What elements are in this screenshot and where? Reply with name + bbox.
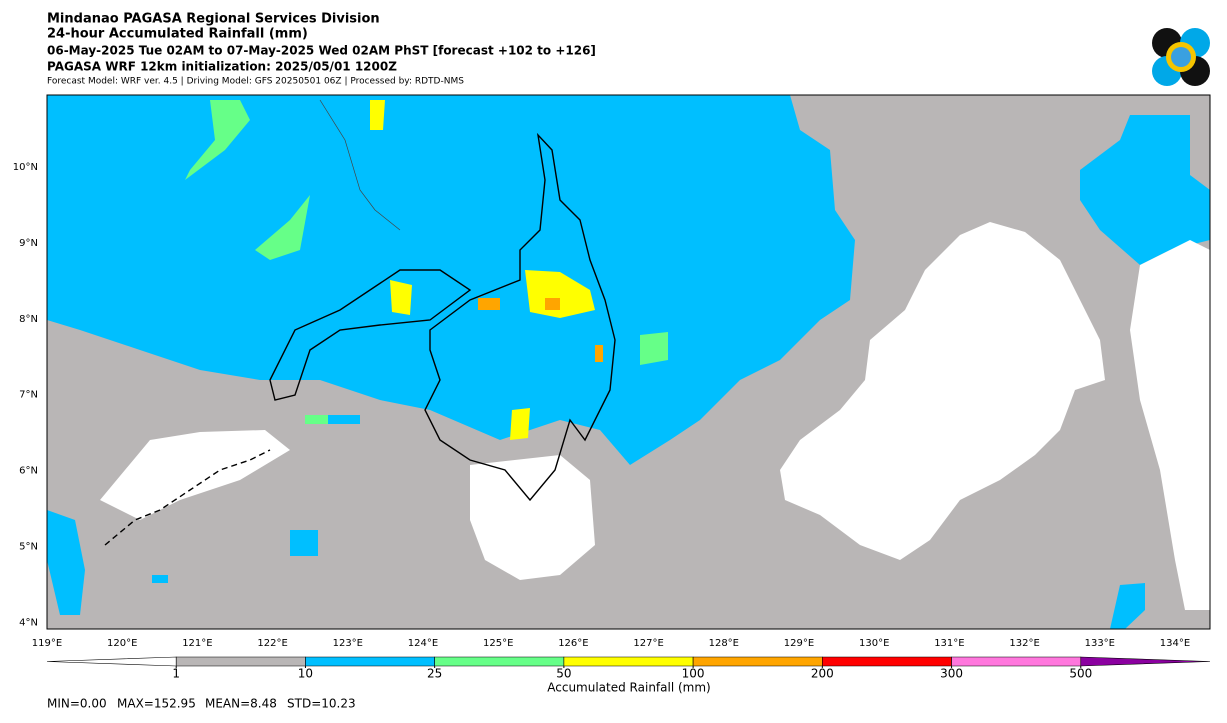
- colorbar-segment: [46, 656, 177, 667]
- init-info: PAGASA WRF 12km initialization: 2025/05/…: [47, 60, 397, 74]
- colorbar-tick-label: 25: [427, 667, 442, 681]
- lon-label: 132°E: [1009, 638, 1039, 649]
- colorbar-segment: [563, 656, 694, 667]
- lon-label: 133°E: [1085, 638, 1115, 649]
- colorbar-tick-label: 100: [682, 667, 705, 681]
- axis-labels: 10°N 9°N 8°N 7°N 6°N 5°N 4°N 119°E 120°E 121°E 122…: [13, 162, 1190, 649]
- colorbar: 1 10 25 50 100 200 300 500: [46, 656, 1211, 681]
- lon-label: 120°E: [107, 638, 137, 649]
- lat-label: 5°N: [19, 542, 38, 553]
- mindanao-coast: [424, 132, 616, 502]
- colorbar-segment: [951, 656, 1082, 667]
- colorbar-tick-label: 1: [172, 667, 180, 681]
- lon-label: 122°E: [257, 638, 287, 649]
- lat-label: 4°N: [19, 617, 38, 628]
- colorbar-tick-label: 50: [556, 667, 571, 681]
- colorbar-tick-label: 300: [940, 667, 963, 681]
- stat: MAX=152.95: [117, 697, 196, 711]
- lat-label: 10°N: [13, 162, 38, 173]
- colorbar-segment: [305, 656, 435, 667]
- lon-label: 127°E: [633, 638, 663, 649]
- colorbar-tick-label: 200: [811, 667, 834, 681]
- subtitle: 24-hour Accumulated Rainfall (mm): [47, 27, 308, 42]
- rain-10-25: [1110, 583, 1145, 629]
- no-rain: [100, 430, 290, 520]
- colorbar-tick-label: 500: [1069, 667, 1092, 681]
- lat-label: 7°N: [19, 390, 38, 401]
- rain-10-25: [47, 510, 85, 615]
- visayas-coast: [319, 99, 401, 231]
- colorbar-segment: [1080, 656, 1211, 667]
- model-info: Forecast Model: WRF ver. 4.5 | Driving M…: [47, 77, 464, 87]
- colorbar-segment: [692, 656, 823, 667]
- no-rain: [470, 455, 595, 580]
- lon-label: 131°E: [934, 638, 964, 649]
- no-rain: [780, 222, 1105, 560]
- stat: STD=10.23: [287, 697, 356, 711]
- map: [46, 94, 1211, 630]
- lon-label: 123°E: [333, 638, 363, 649]
- title: Mindanao PAGASA Regional Services Divisi…: [47, 12, 380, 27]
- colorbar-segment: [175, 656, 306, 667]
- lon-label: 124°E: [408, 638, 438, 649]
- no-rain: [1130, 240, 1210, 610]
- lon-label: 121°E: [182, 638, 212, 649]
- rain-10-25: [1080, 115, 1210, 265]
- lon-label: 129°E: [784, 638, 814, 649]
- stat: MIN=0.00: [47, 697, 107, 711]
- colorbar-segment: [822, 656, 952, 667]
- lon-label: 130°E: [859, 638, 889, 649]
- sulu-islands: [104, 449, 271, 546]
- rain-10-25: [47, 95, 855, 465]
- lon-label: 126°E: [558, 638, 588, 649]
- lon-label: 125°E: [483, 638, 513, 649]
- stat: MEAN=8.48: [205, 697, 277, 711]
- map-frame: [46, 94, 1211, 630]
- logo: [1152, 28, 1210, 86]
- rain-100-200: [478, 298, 603, 362]
- colorbar-label: Accumulated Rainfall (mm): [547, 681, 710, 695]
- lat-label: 8°N: [19, 314, 38, 325]
- rain-25-50: [185, 100, 310, 260]
- lat-label: 6°N: [19, 466, 38, 477]
- lon-label: 119°E: [32, 638, 62, 649]
- lat-label: 9°N: [19, 238, 38, 249]
- zamboanga-coast: [269, 269, 472, 401]
- colorbar-segment: [434, 656, 565, 667]
- period: 06-May-2025 Tue 02AM to 07-May-2025 Wed …: [47, 44, 596, 58]
- lon-label: 134°E: [1160, 638, 1190, 649]
- rain-10-25: [152, 415, 360, 583]
- colorbar-tick-label: 10: [298, 667, 313, 681]
- lon-label: 128°E: [709, 638, 739, 649]
